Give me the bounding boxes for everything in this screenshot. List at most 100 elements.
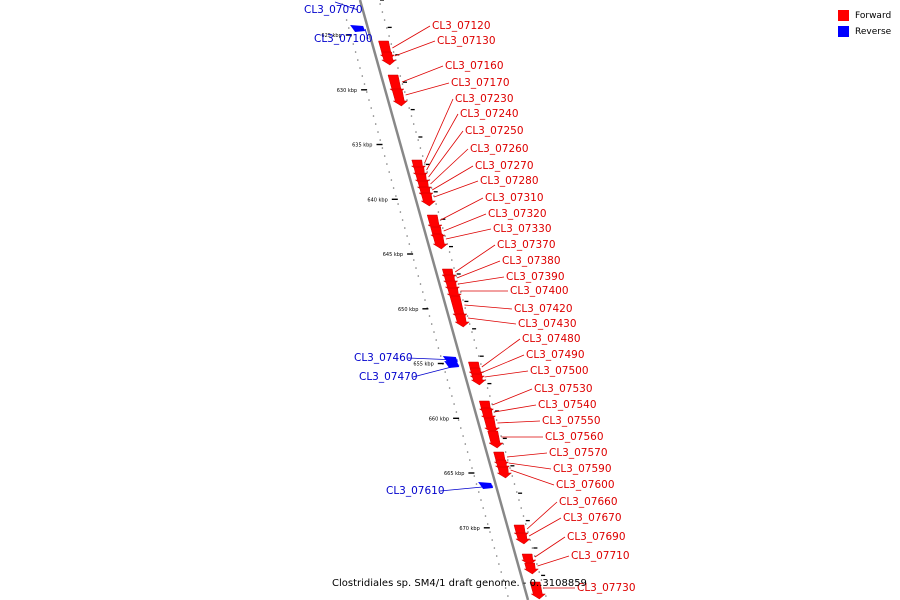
forward-gene <box>523 562 539 575</box>
track-dot <box>408 107 411 109</box>
track-dot <box>545 595 547 597</box>
gene-label[interactable]: CL3_07310 <box>485 192 544 204</box>
track-dot <box>415 131 417 133</box>
track-dot <box>406 99 408 101</box>
gene-label[interactable]: CL3_07460 <box>354 352 413 364</box>
track-dot <box>415 267 417 269</box>
gene-label[interactable]: CL3_07550 <box>542 415 601 427</box>
track-dot <box>471 467 473 469</box>
gene-label[interactable]: CL3_07710 <box>571 550 630 562</box>
label-leader <box>506 452 548 458</box>
gene-label[interactable]: CL3_07400 <box>510 285 569 297</box>
gene-label[interactable]: CL3_07420 <box>514 303 573 315</box>
gene-label[interactable]: CL3_07070 <box>304 4 363 16</box>
track-dot <box>370 107 373 109</box>
gene-labels: CL3_07070 CL3_07100 CL3_07120 CL3_07130 CL3_… <box>304 4 636 594</box>
gene-label[interactable]: CL3_07690 <box>567 531 626 543</box>
gene-label[interactable]: CL3_07250 <box>465 125 524 137</box>
label-leader <box>537 555 570 567</box>
gene-label[interactable]: CL3_07490 <box>526 349 585 361</box>
gene-label[interactable]: CL3_07120 <box>432 20 491 32</box>
track-dot <box>478 491 480 493</box>
label-leader <box>428 130 464 178</box>
label-leader <box>445 228 492 240</box>
gene-label[interactable]: CL3_07100 <box>314 33 373 45</box>
track-dot <box>540 579 543 581</box>
gene-label[interactable]: CL3_07590 <box>553 463 612 475</box>
gene-label[interactable]: CL3_07600 <box>556 479 615 491</box>
gene-label[interactable]: CL3_07430 <box>518 318 577 330</box>
track-dot <box>363 83 366 85</box>
gene-label[interactable]: CL3_07330 <box>493 223 552 235</box>
forward-gene <box>496 466 513 479</box>
gene-label[interactable]: CL3_07660 <box>559 496 618 508</box>
gene-label[interactable]: CL3_07270 <box>475 160 534 172</box>
track-dot <box>507 459 509 461</box>
track-dot <box>388 171 391 173</box>
track-dot <box>401 83 404 85</box>
track-dot <box>435 203 437 205</box>
track-dot <box>377 131 379 133</box>
gene-label[interactable]: CL3_07530 <box>534 383 593 395</box>
track-dot <box>453 267 455 269</box>
gene-label[interactable]: CL3_07480 <box>522 333 581 345</box>
gene-label[interactable]: CL3_07370 <box>497 239 556 251</box>
gene-label[interactable]: CL3_07280 <box>480 175 539 187</box>
gene-label[interactable]: CL3_07240 <box>460 108 519 120</box>
track-dot <box>500 571 503 573</box>
label-leader <box>405 82 450 96</box>
track-dot <box>524 523 527 525</box>
reverse-label: Reverse <box>855 26 892 37</box>
track-dot <box>374 123 377 125</box>
track-dot <box>511 475 514 477</box>
gene-label[interactable]: CL3_07540 <box>538 399 597 411</box>
gene-label[interactable]: CL3_07500 <box>530 365 589 377</box>
gene-label[interactable]: CL3_07260 <box>470 143 529 155</box>
gene-label[interactable]: CL3_07160 <box>445 60 504 72</box>
track-dot <box>460 291 462 293</box>
gene-label[interactable]: CL3_07320 <box>488 208 547 220</box>
track-dot <box>495 555 498 557</box>
track-dot <box>421 155 424 157</box>
track-dot <box>406 235 408 237</box>
track-dot <box>468 323 471 325</box>
track-dot <box>419 147 422 149</box>
track-dot <box>392 187 395 189</box>
forward-gene <box>432 233 448 250</box>
track-dot <box>504 451 507 453</box>
track-dot <box>392 51 395 53</box>
gene-label[interactable]: CL3_07560 <box>545 431 604 443</box>
track-dot <box>345 19 348 21</box>
gene-label[interactable]: CL3_07570 <box>549 447 608 459</box>
gene-label[interactable]: CL3_07610 <box>386 485 445 497</box>
track-dot <box>513 483 516 485</box>
label-leader <box>508 462 552 470</box>
label-leader <box>534 536 566 558</box>
scale-tick-label: 645 kbp <box>383 252 403 258</box>
track-dot <box>464 307 467 309</box>
gene-label[interactable]: CL3_07170 <box>451 77 510 89</box>
track-dot <box>428 315 431 317</box>
gene-label[interactable]: CL3_07380 <box>502 255 561 267</box>
track-dot <box>404 227 406 229</box>
track-dot <box>439 355 442 357</box>
gene-label[interactable]: CL3_07470 <box>359 371 418 383</box>
track-dot <box>424 299 426 301</box>
gene-label[interactable]: CL3_07230 <box>455 93 514 105</box>
track-dot <box>533 555 536 557</box>
label-leader <box>458 276 505 285</box>
track-dot <box>366 91 368 93</box>
forward-gene <box>380 51 397 66</box>
track-dot <box>359 67 361 69</box>
track-dot <box>453 403 455 405</box>
track-dot <box>372 115 375 117</box>
scale-tick-label: 655 kbp <box>413 362 433 368</box>
gene-label[interactable]: CL3_07730 <box>577 582 636 594</box>
track-dot <box>475 347 478 349</box>
track-dot <box>502 579 505 581</box>
gene-label[interactable]: CL3_07390 <box>506 271 565 283</box>
gene-label[interactable]: CL3_07130 <box>437 35 496 47</box>
label-leader <box>392 25 431 49</box>
track-dot <box>381 11 384 13</box>
gene-label[interactable]: CL3_07670 <box>563 512 622 524</box>
